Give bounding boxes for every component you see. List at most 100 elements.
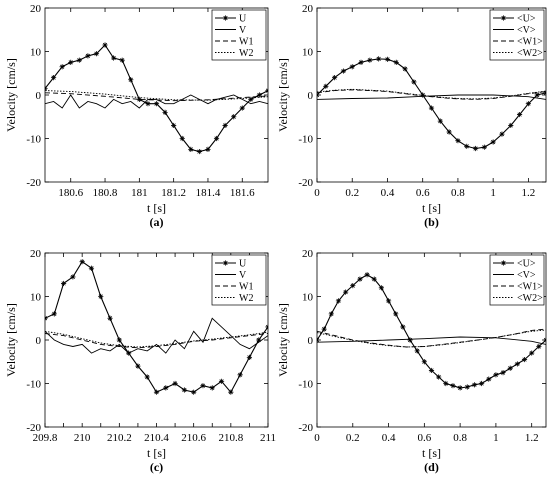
data-point-marker — [85, 53, 91, 59]
series-group — [317, 272, 546, 391]
series-group — [45, 259, 268, 395]
x-tick-label: 210.2 — [107, 432, 132, 444]
y-tick-label: 20 — [30, 248, 42, 260]
legend-marker — [500, 15, 507, 21]
series-line-3 — [317, 88, 546, 100]
data-point-marker — [321, 326, 327, 332]
data-point-marker — [436, 374, 442, 380]
series-line-3 — [45, 90, 268, 101]
x-tick-label: 0 — [314, 432, 320, 444]
data-point-marker — [529, 350, 535, 356]
legend-label: U — [239, 14, 247, 25]
data-point-marker — [543, 337, 546, 343]
data-point-marker — [490, 139, 496, 145]
series-line-1 — [45, 94, 268, 109]
data-point-marker — [499, 131, 505, 137]
legend: <U><V><W1><W2> — [489, 9, 545, 61]
series-line-1 — [317, 94, 546, 100]
data-point-marker — [364, 272, 370, 278]
y-tick-label: -10 — [26, 134, 41, 146]
x-tick-label: 210.6 — [181, 432, 206, 444]
data-point-marker — [328, 311, 334, 317]
x-tick-label: 181.6 — [230, 187, 255, 199]
legend-marker — [222, 15, 229, 21]
y-tick-label: 20 — [302, 3, 314, 15]
data-point-marker — [411, 79, 417, 85]
data-point-marker — [222, 122, 228, 129]
series-group — [317, 56, 546, 152]
legend-label: <W2> — [517, 293, 543, 304]
y-tick-label: -20 — [26, 422, 41, 434]
legend-label: <W2> — [517, 48, 543, 59]
data-point-marker — [343, 289, 349, 295]
data-point-marker — [68, 59, 74, 65]
data-point-marker — [209, 385, 215, 391]
data-point-marker — [45, 85, 48, 92]
legend-label: W2 — [239, 293, 253, 304]
data-point-marker — [400, 324, 406, 330]
data-point-marker — [478, 380, 485, 387]
x-tick-label: 181.2 — [161, 187, 186, 199]
series-line-0 — [317, 58, 546, 150]
legend-marker — [222, 260, 229, 266]
y-tick-label: -20 — [298, 422, 313, 434]
data-point-marker — [163, 385, 169, 391]
legend-label: W1 — [239, 37, 253, 48]
data-point-marker — [500, 370, 506, 376]
series-line-1 — [45, 317, 268, 354]
panel-caption: (d) — [424, 460, 439, 474]
data-point-marker — [481, 144, 487, 150]
data-point-marker — [153, 389, 160, 395]
y-tick-label: 0 — [308, 90, 314, 102]
data-point-marker — [437, 118, 443, 124]
x-tick-label: 0.6 — [416, 187, 430, 199]
data-point-marker — [402, 66, 408, 72]
x-tick-label: 0.2 — [345, 187, 359, 199]
x-tick-label: 0.6 — [417, 432, 431, 444]
data-point-marker — [514, 361, 520, 367]
chart-panel-b: -20 -10 0 10 20 0 0.2 0.4 0.6 0.8 1 1.2 t [s] Velocit… — [276, 3, 547, 229]
data-point-marker — [534, 92, 540, 98]
y-tick-label: 20 — [302, 248, 314, 260]
data-point-marker — [378, 285, 385, 291]
data-point-marker — [205, 146, 211, 152]
x-tick-label: 1.2 — [522, 187, 536, 199]
data-point-marker — [102, 42, 108, 48]
x-tick-label: 0.8 — [453, 432, 467, 444]
x-tick-label: 181 — [131, 187, 148, 199]
y-tick-label: 20 — [30, 3, 42, 15]
legend: <U><V><W1><W2> — [489, 254, 545, 306]
legend-label: <U> — [517, 14, 536, 25]
data-point-marker — [246, 354, 253, 360]
data-point-marker — [98, 293, 104, 300]
data-point-marker — [371, 276, 377, 282]
data-point-marker — [218, 378, 225, 384]
series-group — [45, 42, 268, 155]
data-point-marker — [508, 122, 514, 129]
data-point-marker — [111, 55, 117, 61]
x-tick-label: 1.2 — [525, 432, 539, 444]
data-point-marker — [367, 57, 373, 63]
y-tick-label: 10 — [302, 47, 314, 59]
x-tick-label: 1 — [490, 187, 496, 199]
data-point-marker — [357, 276, 363, 282]
y-tick-label: 10 — [30, 292, 42, 304]
y-tick-label: -10 — [26, 379, 41, 391]
y-tick-label: 10 — [30, 47, 42, 59]
data-point-marker — [191, 389, 197, 395]
data-point-marker — [335, 298, 342, 304]
legend-label: U — [239, 259, 247, 270]
data-point-marker — [516, 111, 523, 118]
chart-panel-d: -20 -10 0 10 20 0 0.2 0.4 0.6 0.8 1 1.2 t [s] Velocit… — [276, 248, 547, 474]
data-point-marker — [340, 68, 347, 74]
series-line-1 — [317, 336, 546, 345]
y-axis-label: Velocity [cm/s] — [4, 303, 18, 377]
chart-panel-c: -20 -10 0 10 20 209.8 210 210.2 210.4 210.6 210.8 2… — [4, 248, 276, 474]
x-tick-label: 1 — [493, 432, 499, 444]
panel-caption: (c) — [150, 460, 163, 474]
data-point-marker — [144, 374, 150, 380]
data-point-marker — [128, 77, 134, 83]
panel-caption: (b) — [424, 215, 439, 229]
data-point-marker — [450, 383, 456, 389]
